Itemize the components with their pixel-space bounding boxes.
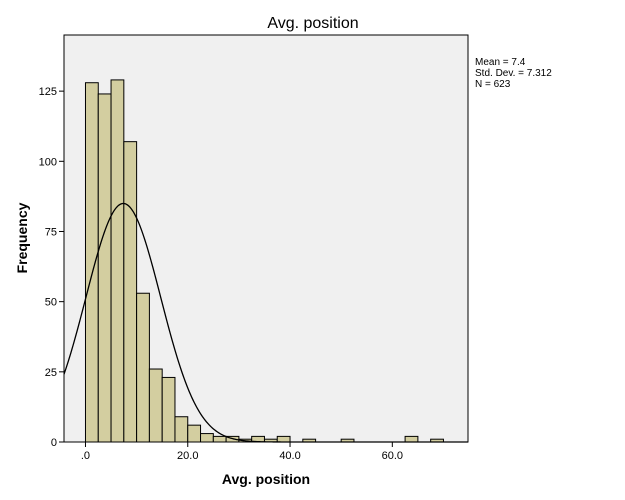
x-tick-label: 60.0 xyxy=(382,450,403,462)
histogram-bar xyxy=(404,435,419,443)
normal-curve xyxy=(63,202,468,443)
y-axis: 0 25 50 75 100 125 xyxy=(39,86,64,449)
x-tick-label: 20.0 xyxy=(177,450,198,462)
y-tick-label: 75 xyxy=(45,226,57,238)
x-tick-label: 40.0 xyxy=(279,450,300,462)
histogram-bar xyxy=(148,368,163,443)
histogram-bar xyxy=(136,292,150,443)
y-tick-label: 50 xyxy=(45,297,57,309)
x-tick-label: .0 xyxy=(81,450,90,462)
y-tick-label: 100 xyxy=(39,156,57,168)
chart-title: Avg. position xyxy=(267,15,358,32)
histogram-bar xyxy=(200,433,214,443)
histogram-bars xyxy=(84,79,444,443)
x-axis: .0 20.0 40.0 60.0 xyxy=(81,442,403,462)
histogram-bar xyxy=(187,424,202,443)
histogram-bar xyxy=(110,79,125,443)
histogram-bar xyxy=(161,376,176,443)
summary-statistics: Mean = 7.4 Std. Dev. = 7.312 N = 623 xyxy=(475,57,552,90)
x-axis-label: Avg. position xyxy=(222,471,310,487)
histogram-bar xyxy=(84,82,99,443)
histogram-bar xyxy=(97,93,112,443)
y-axis-label: Frequency xyxy=(14,202,30,273)
stats-std-dev: Std. Dev. = 7.312 xyxy=(475,68,552,79)
histogram-bar xyxy=(123,141,138,443)
stats-mean: Mean = 7.4 xyxy=(475,57,526,68)
histogram-bar xyxy=(212,435,227,443)
stats-n: N = 623 xyxy=(475,79,511,90)
y-tick-label: 25 xyxy=(45,367,57,379)
y-tick-label: 0 xyxy=(51,437,57,449)
histogram-bar xyxy=(276,435,291,443)
histogram-bar xyxy=(174,416,189,443)
y-tick-label: 125 xyxy=(39,86,57,98)
